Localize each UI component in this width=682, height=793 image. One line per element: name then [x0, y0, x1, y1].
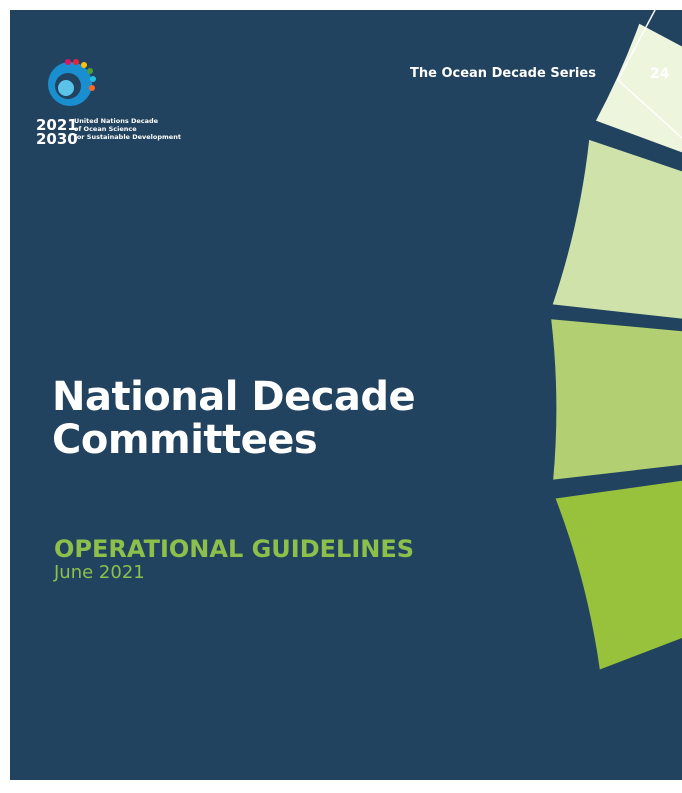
series-number: 24 — [650, 66, 670, 82]
wedge — [555, 480, 682, 670]
cover: The Ocean Decade Series 24 2021 2030 Uni… — [10, 10, 682, 780]
decoration — [48, 10, 682, 670]
title: National Decade Committees — [52, 374, 416, 463]
wedge — [551, 319, 682, 480]
subtitle: OPERATIONAL GUIDELINES — [54, 535, 415, 563]
logo-line: for Sustainable Development — [74, 133, 181, 141]
logo-line: United Nations Decade — [74, 117, 159, 125]
title-line: Committees — [52, 417, 318, 463]
year-start: 2021 — [36, 116, 78, 134]
chevron — [617, 10, 682, 139]
date: June 2021 — [54, 562, 145, 583]
wedge — [552, 139, 682, 319]
wedge — [595, 23, 682, 153]
logo-icon — [48, 59, 96, 106]
logo-line: of Ocean Science — [74, 125, 137, 133]
title-line: National Decade — [52, 374, 416, 420]
year-end: 2030 — [36, 130, 78, 148]
series-name: The Ocean Decade Series — [410, 66, 596, 81]
